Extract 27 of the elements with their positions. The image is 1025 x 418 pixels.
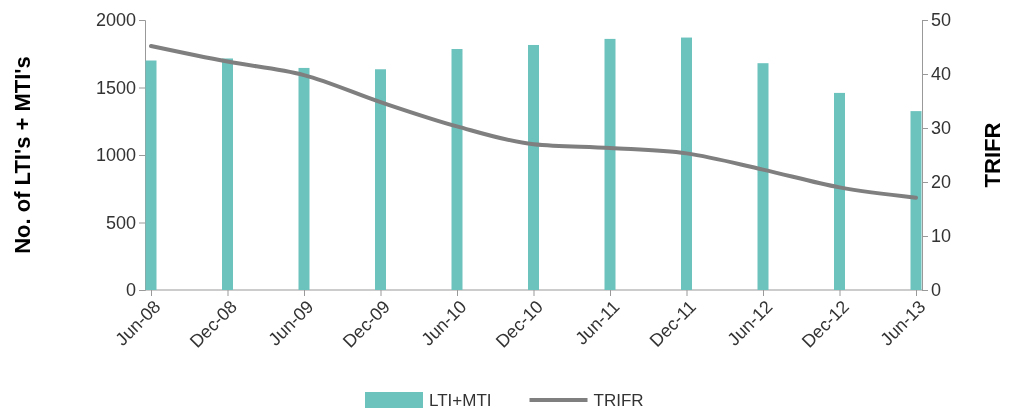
- line-series: [149, 43, 918, 200]
- y2-tick-label: 0: [931, 280, 942, 301]
- y2-tick-label: 50: [931, 10, 952, 31]
- bar: [298, 67, 310, 290]
- y2-tick-label: 20: [931, 172, 952, 193]
- bar: [757, 63, 769, 290]
- y2-tick-label: 30: [931, 118, 952, 139]
- y2-tick-label: 40: [931, 64, 952, 85]
- bar: [834, 92, 845, 290]
- y2-tick-label: 10: [931, 226, 952, 247]
- bar: [375, 69, 386, 290]
- y-tick-label: 1000: [95, 145, 136, 166]
- legend-label: TRIFR: [593, 391, 644, 410]
- bar: [451, 49, 463, 290]
- bar: [222, 58, 233, 290]
- y2-axis-title: TRIFR: [980, 122, 1005, 188]
- bar: [910, 111, 922, 290]
- bar: [681, 37, 692, 290]
- y-tick-label: 1500: [95, 77, 136, 98]
- y-tick-label: 2000: [95, 10, 136, 31]
- bar: [528, 44, 539, 290]
- y-tick-label: 500: [105, 212, 136, 233]
- y-axis-title: No. of LTI's + MTI's: [10, 56, 35, 254]
- bar: [604, 38, 616, 290]
- y-tick-label: 0: [125, 280, 136, 301]
- bar: [145, 60, 157, 290]
- legend-label: LTI+MTI: [429, 391, 492, 410]
